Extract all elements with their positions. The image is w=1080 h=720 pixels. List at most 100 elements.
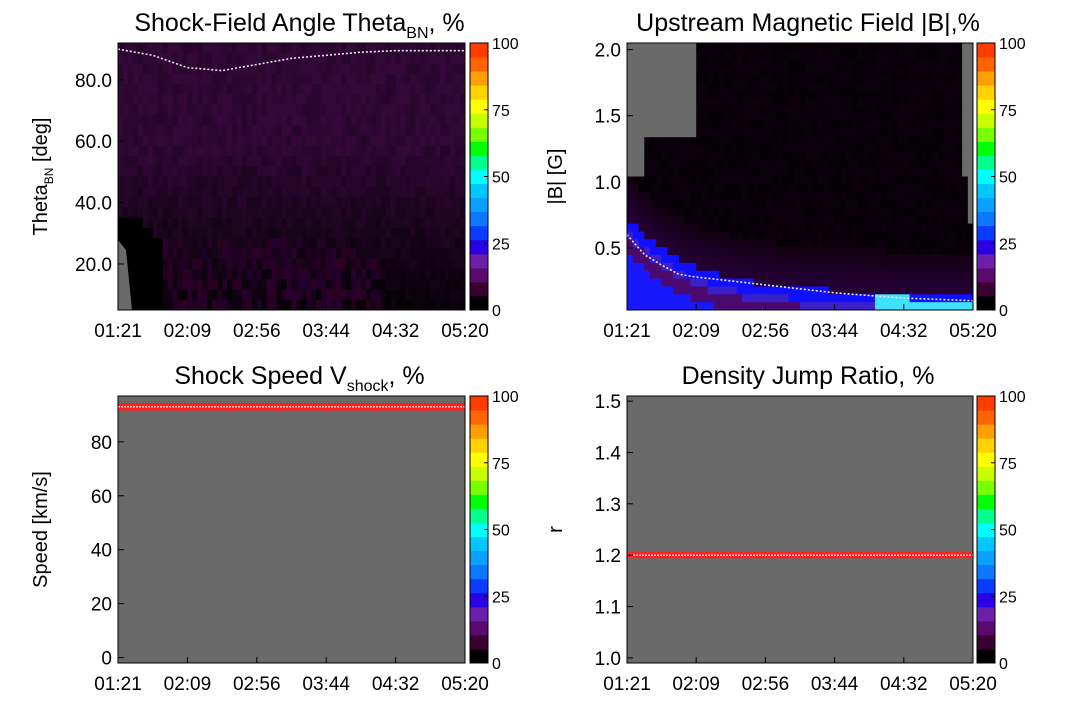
heat-cell <box>753 215 761 225</box>
heat-cell <box>445 217 451 229</box>
heat-cell <box>921 121 928 130</box>
heat-cell <box>880 207 888 217</box>
heat-cell <box>753 105 761 115</box>
heat-cell <box>782 200 790 209</box>
colorbar-swatch <box>977 155 995 170</box>
heat-cell <box>460 53 465 65</box>
heat-cell <box>650 192 657 201</box>
heat-cell <box>321 166 327 178</box>
colorbar-tick-label: 0 <box>492 303 501 320</box>
heat-cell <box>926 168 934 178</box>
heat-cell <box>326 135 332 147</box>
x-tick-label: 03:44 <box>302 674 350 695</box>
heat-cell <box>886 286 893 295</box>
colorbar-swatch <box>470 267 488 283</box>
heat-cell <box>771 278 778 288</box>
heat-cell <box>632 239 640 248</box>
heat-cell <box>172 279 179 291</box>
x-tick-label: 01:21 <box>603 321 651 342</box>
colorbar-swatch <box>977 169 995 185</box>
heat-cell <box>360 94 367 106</box>
heat-cell <box>892 200 899 209</box>
heat-cell <box>142 197 149 208</box>
heat-cell <box>192 227 198 239</box>
heat-cell <box>127 43 134 54</box>
heat-cell <box>921 255 928 264</box>
heat-cell <box>375 289 382 301</box>
heat-cell <box>350 289 357 301</box>
heat-cell <box>321 73 327 85</box>
heat-cell <box>291 94 298 106</box>
heat-cell <box>316 268 322 280</box>
colorbar-swatch <box>470 522 488 538</box>
heat-cell <box>823 152 830 162</box>
heat-cell <box>301 135 307 147</box>
heat-cell <box>306 248 312 260</box>
heat-cell <box>898 286 905 295</box>
heat-cell <box>632 184 640 193</box>
heat-cell <box>742 121 749 130</box>
heat-cell <box>212 289 218 301</box>
heat-cell <box>817 215 824 225</box>
heat-cell <box>172 258 179 270</box>
heat-cell <box>817 121 824 130</box>
heat-cell <box>172 227 179 239</box>
heat-cell <box>405 63 412 75</box>
heat-cell <box>331 155 337 167</box>
heat-cell <box>147 94 154 106</box>
heat-cell <box>840 113 847 123</box>
heat-cell <box>370 73 377 85</box>
heat-cell <box>346 197 352 208</box>
heat-cell <box>748 66 755 76</box>
heat-cell <box>684 286 692 295</box>
heat-cell <box>788 66 795 76</box>
heat-cell <box>360 43 367 54</box>
heat-cell <box>127 268 134 280</box>
heat-cell <box>898 223 905 233</box>
heat-cell <box>673 215 680 225</box>
heat-cell <box>227 94 233 106</box>
heat-cell <box>817 160 824 170</box>
heat-cell <box>782 231 790 240</box>
heat-cell <box>892 239 899 248</box>
heat-cell <box>713 66 720 76</box>
heat-cell <box>846 43 853 52</box>
heat-cell <box>707 113 715 123</box>
heat-cell <box>921 145 928 154</box>
heat-cell <box>817 74 824 83</box>
heat-cell <box>840 121 847 130</box>
heat-cell <box>385 166 392 178</box>
heat-cell <box>967 294 973 303</box>
heat-cell <box>212 248 218 260</box>
heat-cell <box>127 104 134 116</box>
heat-cell <box>788 278 795 288</box>
colorbar-swatch <box>470 99 488 114</box>
heat-cell <box>638 255 645 264</box>
heat-cell <box>673 247 680 256</box>
heat-cell <box>251 135 258 147</box>
heat-cell <box>291 145 298 157</box>
heat-cell <box>222 289 228 301</box>
heat-cell <box>202 217 208 229</box>
heat-cell <box>915 145 922 154</box>
heat-cell <box>331 299 337 310</box>
heat-cell <box>227 155 233 167</box>
heat-cell <box>834 200 841 209</box>
heat-cell <box>730 66 738 76</box>
heat-cell <box>385 43 392 54</box>
heat-cell <box>713 262 720 272</box>
heat-cell <box>286 104 293 116</box>
heat-cell <box>730 145 738 154</box>
heat-cell <box>321 84 327 95</box>
heat-cell <box>286 166 293 178</box>
heat-cell <box>395 279 402 291</box>
colorbar-swatch <box>977 592 995 608</box>
heat-cell <box>281 248 288 260</box>
heat-cell <box>661 207 668 217</box>
heat-cell <box>380 217 387 229</box>
heat-cell <box>892 66 899 76</box>
heat-cell <box>707 168 715 178</box>
heat-cell <box>932 121 939 130</box>
heat-cell <box>346 279 352 291</box>
heat-cell <box>167 53 174 65</box>
